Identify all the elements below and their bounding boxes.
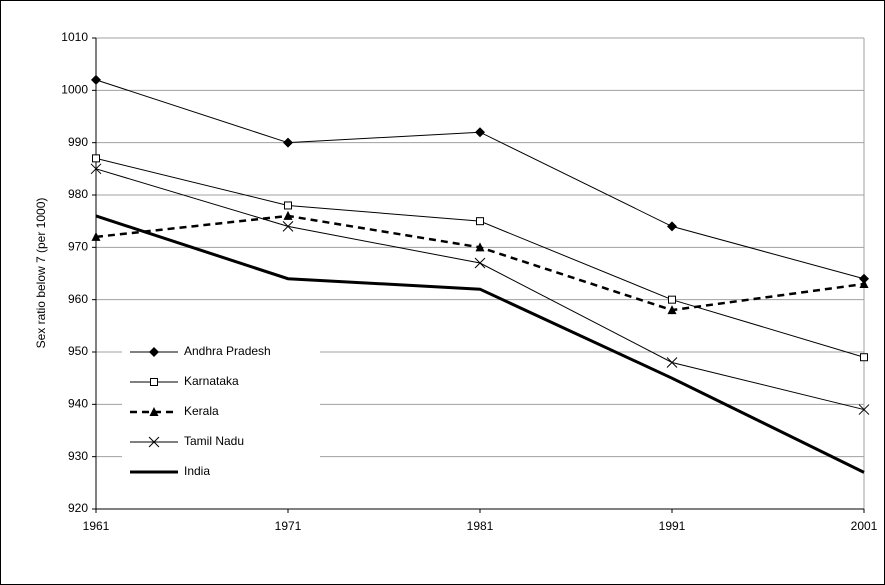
data-point <box>858 404 870 415</box>
data-point <box>474 257 486 269</box>
data-point <box>476 217 484 226</box>
x-tick-label: 1971 <box>275 519 302 533</box>
x-tick-label: 1961 <box>83 519 110 533</box>
data-point <box>91 74 101 85</box>
data-point <box>667 305 677 315</box>
y-tick-label: 960 <box>68 292 88 306</box>
y-tick-label: 920 <box>68 501 88 515</box>
x-tick-label: 1991 <box>659 519 686 533</box>
legend-marker <box>150 378 158 386</box>
legend-label: Tamil Nadu <box>184 434 244 448</box>
y-tick-label: 940 <box>68 397 88 411</box>
data-point <box>91 231 101 241</box>
y-tick-label: 930 <box>68 449 88 463</box>
legend-label: India <box>184 464 210 478</box>
data-point <box>475 127 485 138</box>
legend-marker <box>148 436 160 448</box>
data-point <box>475 242 485 252</box>
legend-label: Andhra Pradesh <box>184 344 271 358</box>
y-axis-label: Sex ratio below 7 (per 1000) <box>34 198 48 349</box>
y-tick-label: 950 <box>68 344 88 358</box>
legend-marker <box>149 347 159 357</box>
legend-label: Karnataka <box>184 374 239 388</box>
series-line <box>95 214 865 474</box>
y-tick-label: 990 <box>68 135 88 149</box>
data-point <box>667 221 677 232</box>
y-tick-label: 1000 <box>61 83 88 97</box>
y-tick-label: 980 <box>68 187 88 201</box>
legend-marker <box>149 407 159 416</box>
x-tick-label: 1981 <box>467 519 494 533</box>
y-tick-label: 1010 <box>61 30 88 44</box>
legend-label: Kerala <box>184 404 219 418</box>
y-tick-label: 970 <box>68 240 88 254</box>
data-point <box>860 353 868 362</box>
x-tick-label: 2001 <box>851 519 878 533</box>
data-point <box>859 273 869 284</box>
data-point <box>284 201 292 210</box>
data-point <box>92 154 100 163</box>
data-point <box>666 357 678 368</box>
data-point <box>668 295 676 304</box>
data-point <box>282 221 294 232</box>
data-point <box>90 163 102 175</box>
data-point <box>859 278 869 288</box>
data-point <box>283 210 293 220</box>
data-point <box>283 137 293 148</box>
